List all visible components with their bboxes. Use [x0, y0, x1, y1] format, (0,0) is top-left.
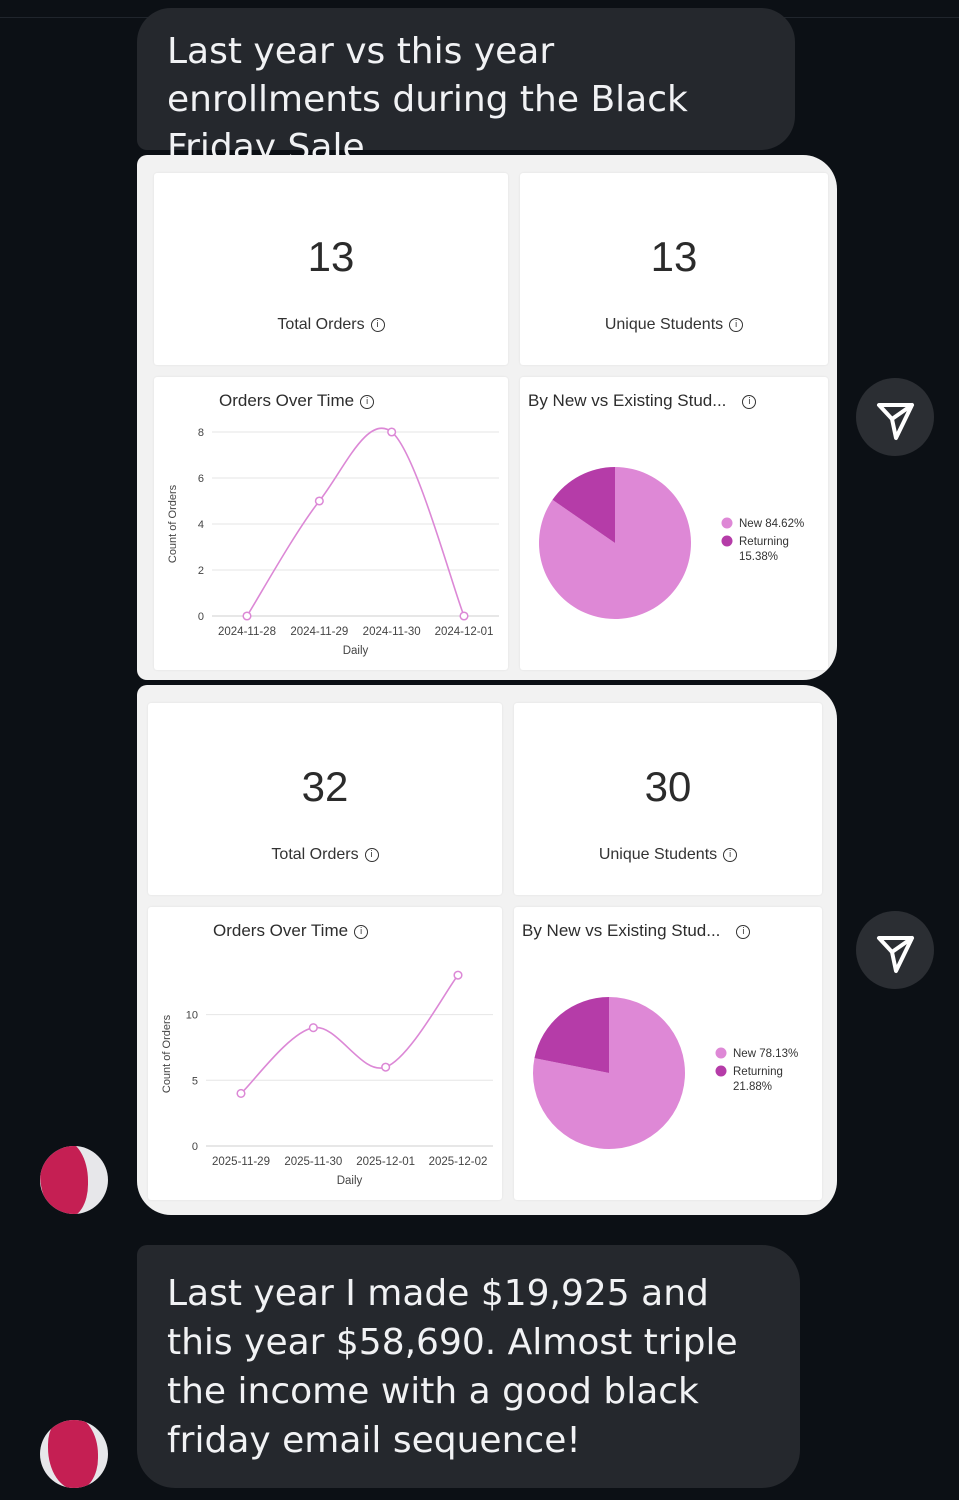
- legend-swatch: [715, 1047, 727, 1059]
- orders-chart-title: Orders Over Time i: [219, 391, 375, 411]
- send-icon: [877, 403, 914, 440]
- data-point: [387, 427, 397, 437]
- y-axis-title: Count of Orders: [167, 484, 179, 563]
- orders-over-time-card: Orders Over Time i 0 2 4 6 8 2024-11-28 2024-11…: [154, 377, 508, 670]
- pie-slice: [552, 467, 615, 543]
- orders-over-time-card: Orders Over Time i 0 5 10 2025-11-29 2025-11-…: [148, 907, 502, 1200]
- avatar-redaction: [40, 1146, 88, 1214]
- x-axis-title: Daily: [343, 645, 369, 657]
- x-tick-label: 2025-12-01: [356, 1156, 415, 1168]
- info-icon[interactable]: i: [370, 317, 385, 332]
- y-tick-label: 0: [198, 611, 204, 623]
- y-tick-label: 0: [192, 1141, 198, 1153]
- orders-line-chart: 0 2 4 6 8 2024-11-28 2024-11-29 2024-11-30 2024-…: [167, 427, 499, 657]
- send-icon: [877, 936, 914, 973]
- x-tick-label: 2025-12-02: [429, 1156, 488, 1168]
- total-orders-value: 32: [301, 763, 349, 810]
- legend-value: 15.38%: [739, 551, 778, 563]
- data-point: [381, 1062, 391, 1072]
- info-icon[interactable]: i: [354, 924, 369, 939]
- dashboard-screenshot-2025[interactable]: 32 Total Orders i 30 Unique Students i Ord…: [137, 685, 837, 1215]
- avatar[interactable]: [40, 1146, 108, 1214]
- send-button[interactable]: [856, 378, 934, 456]
- unique-students-value: 30: [644, 763, 692, 810]
- info-icon[interactable]: i: [364, 847, 379, 862]
- new-vs-existing-card: By New vs Existing Stud... i New 78.13% Re…: [514, 907, 822, 1200]
- info-icon[interactable]: i: [723, 847, 738, 862]
- y-tick-label: 8: [198, 427, 204, 439]
- x-tick-label: 2025-11-30: [284, 1156, 342, 1168]
- legend-value: 21.88%: [733, 1081, 772, 1093]
- pie-chart-title: By New vs Existing Stud... i: [528, 391, 757, 411]
- series-line: [240, 974, 459, 1095]
- info-icon[interactable]: i: [360, 394, 375, 409]
- data-point: [453, 970, 463, 980]
- total-orders-label: Total Orders i: [148, 846, 502, 864]
- total-orders-label: Total Orders i: [154, 316, 508, 334]
- total-orders-value: 13: [307, 233, 355, 280]
- series-line: [246, 427, 465, 617]
- y-tick-label: 4: [198, 519, 204, 531]
- message-bubble-bottom[interactable]: Last year I made $19,925 and this year $…: [137, 1245, 800, 1488]
- y-tick-label: 2: [198, 565, 204, 577]
- data-point: [314, 496, 324, 506]
- legend-swatch: [721, 535, 733, 547]
- info-icon[interactable]: i: [736, 924, 751, 939]
- data-point: [459, 611, 469, 621]
- info-icon[interactable]: i: [742, 394, 757, 409]
- legend-swatch: [715, 1065, 727, 1077]
- legend-swatch: [721, 517, 733, 529]
- new-vs-existing-pie-chart: New 84.62% Returning 15.38%: [539, 467, 804, 619]
- pie-chart-title: By New vs Existing Stud... i: [522, 921, 751, 941]
- legend-label: Returning: [733, 1066, 783, 1078]
- avatar[interactable]: [40, 1420, 108, 1488]
- send-button[interactable]: [856, 911, 934, 989]
- avatar-redaction: [48, 1420, 98, 1488]
- message-text: Last year vs this year enrollments durin…: [167, 31, 688, 168]
- unique-students-value: 13: [650, 233, 698, 280]
- x-tick-label: 2024-11-28: [218, 626, 276, 638]
- x-axis-title: Daily: [337, 1175, 363, 1187]
- new-vs-existing-card: By New vs Existing Stud... i New 84.62% Re…: [520, 377, 828, 670]
- y-tick-label: 6: [198, 473, 204, 485]
- x-tick-label: 2024-12-01: [435, 626, 494, 638]
- y-tick-label: 10: [186, 1010, 198, 1022]
- legend-label: New 84.62%: [739, 518, 804, 530]
- legend-label: Returning: [739, 536, 789, 548]
- y-tick-label: 5: [192, 1075, 198, 1087]
- message-bubble-top[interactable]: Last year vs this year enrollments durin…: [137, 8, 795, 168]
- unique-students-label: Unique Students i: [520, 316, 828, 334]
- data-point: [236, 1088, 246, 1098]
- unique-students-card: 13 Unique Students i: [520, 173, 828, 365]
- orders-chart-title: Orders Over Time i: [213, 921, 369, 941]
- info-icon[interactable]: i: [729, 317, 744, 332]
- x-tick-label: 2024-11-30: [363, 626, 421, 638]
- pie-slice: [534, 997, 609, 1073]
- x-tick-label: 2025-11-29: [212, 1156, 270, 1168]
- data-point: [308, 1023, 318, 1033]
- data-point: [242, 611, 252, 621]
- y-axis-title: Count of Orders: [161, 1014, 173, 1093]
- total-orders-card: 32 Total Orders i: [148, 703, 502, 895]
- unique-students-label: Unique Students i: [514, 846, 822, 864]
- orders-line-chart: 0 5 10 2025-11-29 2025-11-30 2025-12-01 2025-1…: [161, 970, 493, 1187]
- unique-students-card: 30 Unique Students i: [514, 703, 822, 895]
- total-orders-card: 13 Total Orders i: [154, 173, 508, 365]
- dashboard-screenshot-2024[interactable]: 13 Total Orders i 13 Unique Students i Ord…: [137, 155, 837, 680]
- message-text: Last year I made $19,925 and this year $…: [167, 1273, 738, 1461]
- x-tick-label: 2024-11-29: [290, 626, 348, 638]
- legend-label: New 78.13%: [733, 1048, 798, 1060]
- new-vs-existing-pie-chart: New 78.13% Returning 21.88%: [533, 997, 798, 1149]
